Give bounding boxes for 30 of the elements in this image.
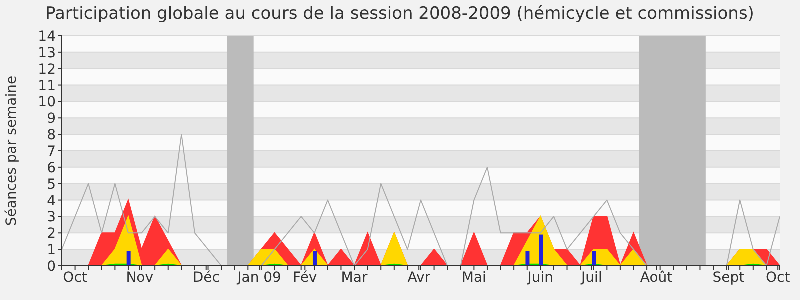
y-tick-label: 0 [47, 258, 56, 275]
y-tick-label: 9 [47, 111, 56, 128]
y-tick-label: 5 [47, 176, 56, 193]
x-tick-label: Fév [293, 270, 318, 286]
x-tick-label: Oct [63, 270, 88, 286]
x-tick-label: Août [640, 270, 674, 286]
y-tick-label: 12 [38, 62, 56, 78]
x-tick-label: Sept [712, 270, 746, 286]
y-tick-label: 4 [47, 193, 56, 210]
x-tick-label: Nov [126, 270, 154, 286]
x-tick-label: Juin [526, 270, 554, 286]
y-tick-label: 6 [47, 160, 56, 176]
y-tick-label: 10 [38, 94, 56, 111]
y-axis-title: Séances par semaine [4, 76, 20, 226]
x-tick-label: Oct [766, 270, 791, 286]
y-tick-label: 1 [47, 242, 56, 259]
y-tick-label: 11 [38, 78, 56, 94]
y-tick-label: 14 [38, 28, 56, 45]
y-tick-label: 13 [38, 45, 56, 62]
y-tick-label: 8 [47, 128, 56, 144]
x-tick-label: Jan 09 [236, 270, 282, 286]
x-tick-label: Juil [580, 270, 602, 286]
y-tick-label: 3 [47, 210, 56, 226]
y-tick-label: 7 [47, 144, 56, 160]
x-tick-label: Mai [462, 270, 486, 286]
x-tick-label: Déc [192, 270, 220, 286]
y-tick-label: 2 [47, 226, 56, 242]
chart-title: Participation globale au cours de la session 2008-2009 (hémicycle et commissions) [44, 4, 756, 24]
x-tick-label: Mar [341, 270, 368, 286]
x-tick-label: Avr [408, 270, 431, 286]
